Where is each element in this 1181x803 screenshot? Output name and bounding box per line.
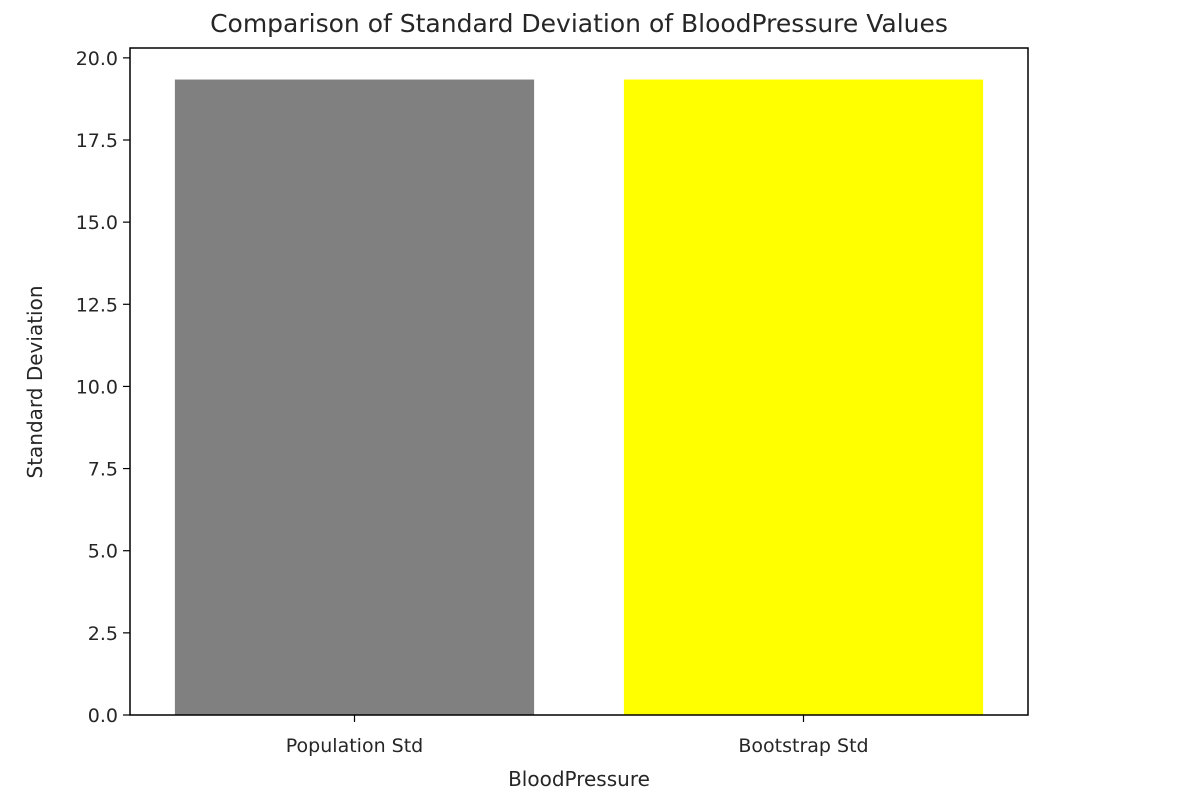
bars-group [174, 79, 984, 716]
x-axis-label: BloodPressure [508, 767, 650, 791]
x-axis-ticks: Population Std Bootstrap Std [286, 715, 869, 757]
y-tick-label: 15.0 [76, 212, 118, 234]
y-tick-label: 10.0 [76, 376, 118, 398]
x-tick-label: Population Std [286, 735, 423, 757]
y-tick-label: 7.5 [88, 459, 118, 481]
chart-title: Comparison of Standard Deviation of Bloo… [210, 9, 948, 38]
bar-population-std [174, 79, 535, 716]
y-tick-label: 12.5 [76, 294, 118, 316]
y-axis-ticks: 0.0 2.5 5.0 7.5 10.0 12.5 15.0 17.5 20.0 [76, 48, 130, 727]
y-axis-label: Standard Deviation [23, 285, 47, 478]
x-tick-label: Bootstrap Std [738, 735, 868, 757]
y-tick-label: 0.0 [88, 705, 118, 727]
plot-frame [129, 47, 1029, 716]
y-tick-label: 17.5 [76, 130, 118, 152]
bar-bootstrap-std [623, 79, 984, 716]
y-tick-label: 20.0 [76, 48, 118, 70]
y-tick-label: 2.5 [88, 623, 118, 645]
y-tick-label: 5.0 [88, 541, 118, 563]
